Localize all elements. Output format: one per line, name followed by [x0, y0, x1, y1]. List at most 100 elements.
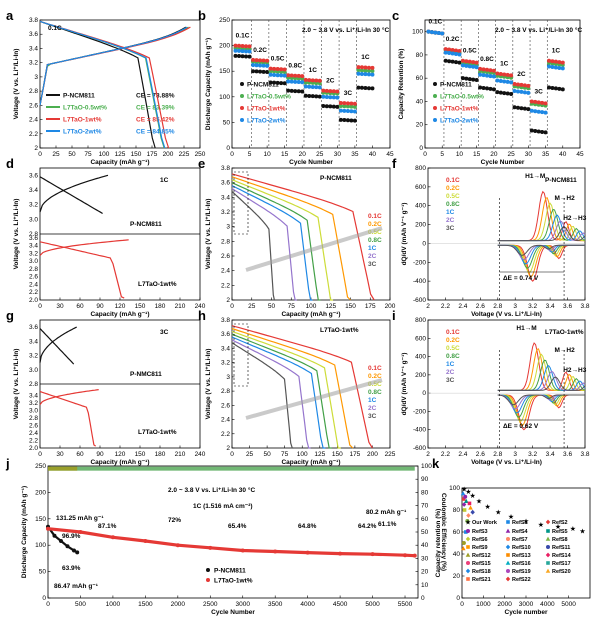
- x-axis-label-f: Voltage (V vs. Li⁺/Li-In): [471, 311, 542, 318]
- x-tick-label-a: 200: [163, 151, 174, 158]
- x-tick-label-j: 4000: [300, 601, 315, 608]
- data-point-c: [467, 64, 472, 69]
- data-point-c: [478, 66, 483, 71]
- x-tick-label-j: 5500: [398, 601, 413, 608]
- data-point-b: [352, 104, 357, 109]
- data-point-j: [208, 545, 213, 550]
- legend-label-k: RefS16: [512, 561, 531, 567]
- data-point-c: [529, 99, 534, 104]
- data-point-b: [363, 72, 368, 77]
- data-point-c: [450, 51, 455, 56]
- data-point-c: [533, 99, 538, 104]
- x-tick-label-a: 250: [195, 151, 206, 158]
- y-tick-label-j: 250: [35, 463, 46, 470]
- x-tick-label-h: 25: [246, 451, 254, 458]
- y-tick-label-i: 800: [415, 317, 426, 324]
- x-tick-label-h: 100: [297, 451, 308, 458]
- data-point-b: [349, 101, 354, 106]
- ce-band-pristine-j: [48, 466, 78, 471]
- y-tick-label-f: -400: [413, 278, 426, 285]
- legend-label-k: Our Work: [472, 520, 498, 526]
- y-tick-label-g: 3.2: [29, 353, 38, 360]
- reference-point-k: [468, 505, 473, 510]
- data-point-b: [261, 69, 266, 74]
- data-point-b: [275, 67, 280, 72]
- legend-marker-b: [240, 106, 244, 110]
- data-point-b: [321, 88, 326, 93]
- data-point-b: [307, 93, 312, 98]
- legend-label-k: RefS22: [512, 577, 531, 583]
- ce-band-j: [48, 466, 415, 471]
- data-point-c: [460, 63, 465, 68]
- legend-label-k: RefS9: [472, 545, 488, 551]
- y-axis-label-d: Voltage (V vs. Li⁺/Li-In): [13, 199, 20, 270]
- data-point-c: [478, 72, 483, 77]
- reference-point-k: [465, 519, 470, 523]
- data-point-c: [498, 78, 503, 83]
- y-tick-label-e: 3.8: [221, 165, 230, 172]
- data-point-c: [474, 65, 479, 70]
- data-point-b: [314, 94, 319, 99]
- value-label-j: 96.9%: [62, 533, 81, 540]
- discharge-curve-g: [39, 390, 97, 447]
- data-point-b: [300, 74, 305, 79]
- x-tick-label-h: 0: [230, 451, 234, 458]
- x-tick-label-b: 45: [386, 151, 394, 158]
- data-point-b: [335, 104, 340, 109]
- data-point-b: [293, 79, 298, 84]
- reference-point-k: [463, 494, 468, 499]
- y-tick-label-i: 400: [415, 354, 426, 361]
- data-point-b: [314, 85, 319, 90]
- data-point-b: [237, 54, 242, 59]
- legend-marker-k: [466, 561, 470, 565]
- data-point-c: [488, 86, 493, 91]
- data-point-c: [533, 129, 538, 134]
- data-point-b: [275, 73, 280, 78]
- legend-label-i: 0.2C: [446, 337, 460, 344]
- data-point-c: [454, 51, 458, 56]
- data-point-c: [488, 74, 493, 79]
- y-tick-label-h: 3: [226, 374, 230, 381]
- reference-point-k: [462, 508, 467, 512]
- y-tick-label-h: 2.6: [221, 402, 230, 409]
- x-tick-label-j: 2500: [203, 601, 218, 608]
- y-tick-label-a: 2.4: [29, 117, 38, 124]
- our-work-point-k: ★: [579, 527, 585, 535]
- data-point-b: [258, 69, 263, 74]
- data-point-j: [412, 553, 417, 558]
- data-point-c: [522, 90, 527, 95]
- data-point-b: [258, 63, 263, 68]
- data-point-b: [342, 104, 347, 109]
- legend-label-h: 1C: [368, 397, 377, 404]
- y-tick-label-c: 80: [416, 52, 424, 59]
- legend-label-h: 0.5C: [368, 381, 382, 388]
- data-point-j: [143, 538, 148, 543]
- y2-tick-label-j: 30: [421, 555, 429, 562]
- data-point-b: [370, 72, 375, 77]
- legend-marker-k: [465, 568, 471, 574]
- data-point-c: [474, 78, 479, 83]
- data-point-b: [342, 108, 347, 113]
- rate-arrow-e: [245, 226, 383, 272]
- x-tick-label-a: 0: [38, 151, 42, 158]
- legend-label-i: 1C: [446, 361, 455, 368]
- plot-frame-h: [231, 319, 391, 449]
- x-tick-label-c: 20: [490, 151, 498, 158]
- y-tick-label-a: 2: [34, 145, 38, 152]
- dqdv-charge-f: [497, 226, 586, 242]
- data-point-b: [286, 79, 291, 84]
- panel-letter-i: i: [392, 308, 396, 323]
- x-tick-label-j: 2000: [171, 601, 186, 608]
- y-tick-label-g: 3.4: [29, 392, 38, 399]
- legend-marker-k: [466, 577, 470, 581]
- y-tick-label-h: 2.4: [221, 417, 230, 424]
- x-tick-label-a: 50: [68, 151, 76, 158]
- reference-point-k: [460, 491, 466, 496]
- y-axis-label-f: dQ/dV (mAh V⁻¹ g⁻¹): [401, 203, 408, 266]
- y-tick-label-j: 150: [35, 516, 46, 523]
- rate-label-b: 3C: [344, 90, 353, 97]
- legend-marker-k: [546, 561, 550, 565]
- data-point-b: [310, 84, 315, 89]
- y2-tick-label-j: 100: [421, 463, 432, 470]
- rate-arrow-h: [245, 378, 383, 420]
